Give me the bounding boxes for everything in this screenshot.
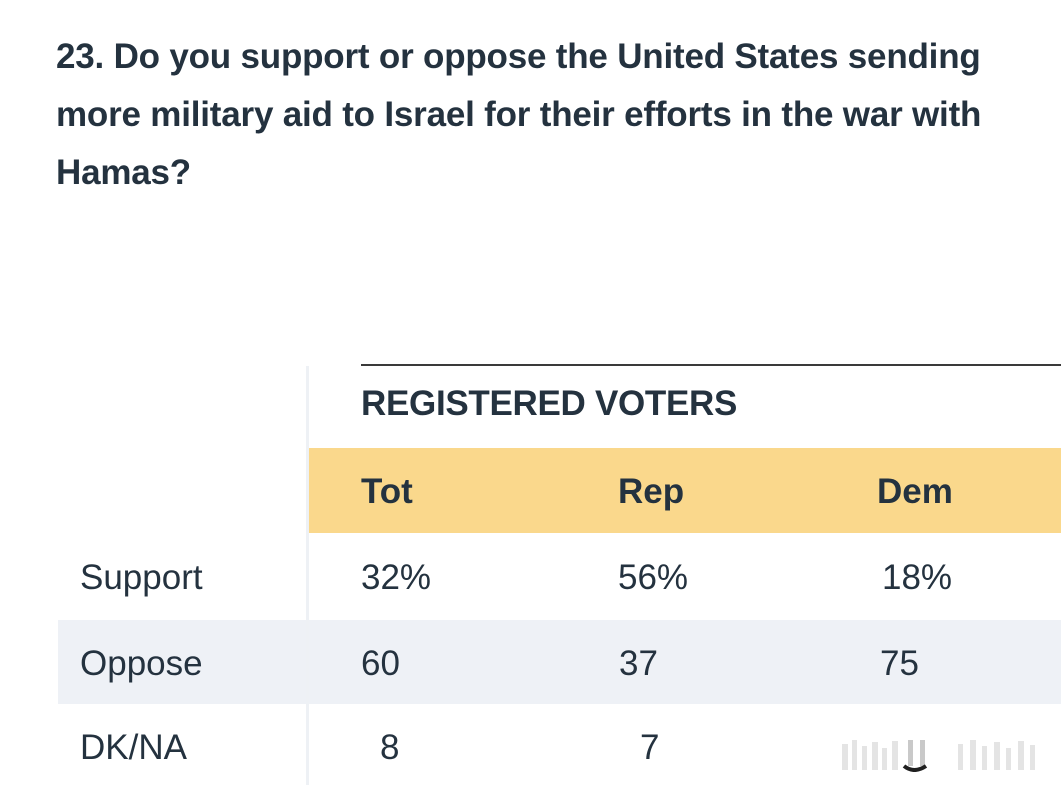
column-header-tot: Tot [361,472,413,511]
column-header-dem: Dem [877,472,953,511]
cell-dkna-tot: 8 [380,728,400,767]
cell-dkna-rep: 7 [640,728,660,767]
cell-support-tot: 32% [361,558,432,597]
cell-oppose-dem: 75 [880,644,919,683]
group-header: REGISTERED VOTERS [361,384,738,423]
row-label-dkna: DK/NA [80,728,187,767]
row-label-support: Support [80,558,203,597]
label-column-divider [306,366,309,785]
column-header-band [309,448,1061,533]
cell-oppose-rep: 37 [619,644,658,683]
cell-support-dem: 18% [882,558,953,597]
cell-support-rep: 56% [618,558,689,597]
watermark-icon [842,740,1035,772]
table-top-rule [361,364,1061,366]
column-header-rep: Rep [618,472,685,511]
row-label-oppose: Oppose [80,644,203,683]
question-title: 23. Do you support or oppose the United … [56,37,982,192]
table-row-oppose [58,620,1061,704]
cell-oppose-tot: 60 [361,644,400,683]
